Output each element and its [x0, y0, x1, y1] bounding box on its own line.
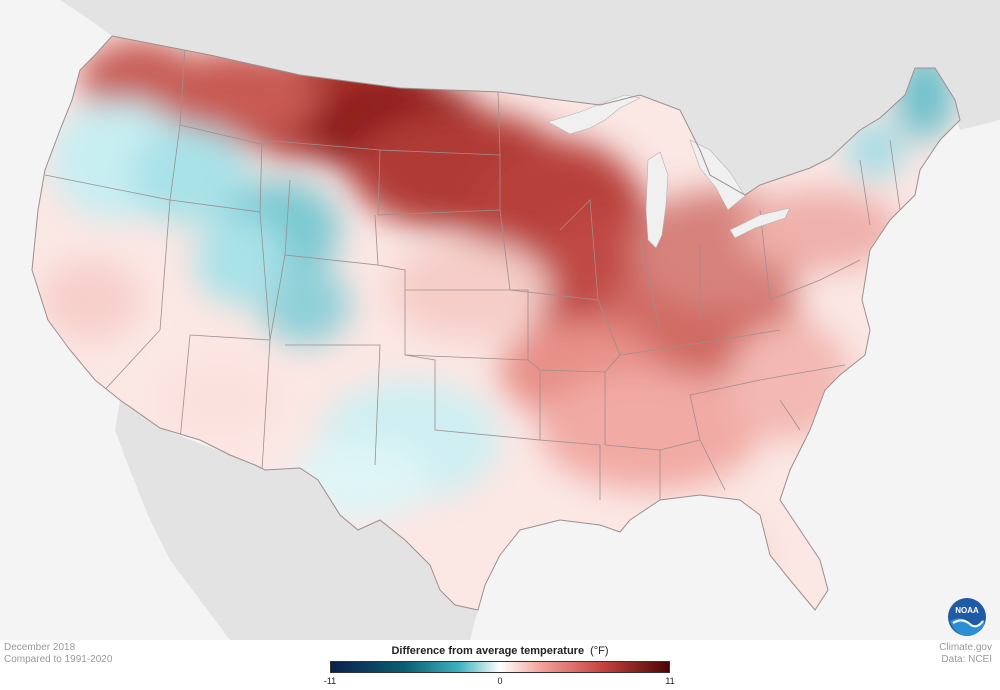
state-border [639, 239, 661, 331]
noaa-logo-text: NOAA [955, 606, 979, 615]
canada-land [60, 0, 1000, 195]
state-border [377, 264, 406, 355]
legend-unit: (°F) [590, 645, 609, 657]
state-border [284, 179, 291, 256]
anomaly-patch [130, 125, 250, 225]
anomaly-patch [160, 50, 320, 140]
state-border [261, 339, 271, 471]
state-border [559, 199, 599, 301]
legend-title: Difference from average temperature (°F) [330, 644, 670, 658]
anomaly-patch [845, 120, 905, 180]
anomaly-patch [40, 260, 140, 340]
source-caption: Climate.gov Data: NCEI [939, 642, 992, 666]
state-border [497, 91, 501, 156]
legend-tick-mid: 0 [497, 676, 503, 686]
data-source-text: Data: NCEI [941, 654, 992, 665]
state-border [404, 289, 529, 361]
legend-tick-min: -11 [323, 676, 337, 686]
anomaly-patch [740, 190, 900, 270]
footer: December 2018 Compared to 1991-2020 Diff… [0, 640, 1000, 690]
state-border [269, 214, 379, 341]
anomaly-patch [730, 320, 850, 440]
anomaly-patch [260, 265, 350, 345]
anomaly-patch [540, 370, 760, 490]
state-border [889, 139, 901, 211]
state-border [404, 354, 541, 441]
state-border [779, 399, 801, 431]
source-site-text: Climate.gov [939, 642, 992, 653]
anomaly-patch [80, 40, 200, 120]
state-border [539, 439, 601, 500]
period-caption: December 2018 Compared to 1991-2020 [4, 642, 112, 666]
noaa-logo-icon: NOAA [948, 598, 986, 636]
legend-title-text: Difference from average temperature [391, 645, 585, 657]
lake-huron [689, 139, 746, 211]
legend-color-bar [330, 661, 670, 673]
anomaly-patch [160, 360, 280, 440]
state-border [509, 289, 781, 356]
state-border [759, 364, 846, 381]
legend-tick-max: 11 [665, 676, 675, 686]
mexico-land [115, 400, 478, 640]
period-text: December 2018 [4, 642, 76, 653]
state-border [285, 344, 381, 466]
legend: Difference from average temperature (°F) … [324, 644, 675, 686]
state-border [179, 334, 191, 441]
state-border [377, 149, 501, 216]
lake-michigan [645, 151, 669, 249]
state-border [99, 199, 171, 396]
lake-erie [729, 207, 791, 239]
state-border [689, 379, 761, 441]
anomaly-patch [710, 520, 770, 600]
temperature-anomaly-map: NOAA [31, 0, 1000, 640]
state-border [769, 259, 861, 301]
lake-superior [547, 94, 641, 135]
baseline-text: Compared to 1991-2020 [4, 654, 113, 665]
anomaly-patch [195, 215, 285, 305]
state-border [859, 159, 871, 226]
map-canvas [31, 0, 1000, 640]
